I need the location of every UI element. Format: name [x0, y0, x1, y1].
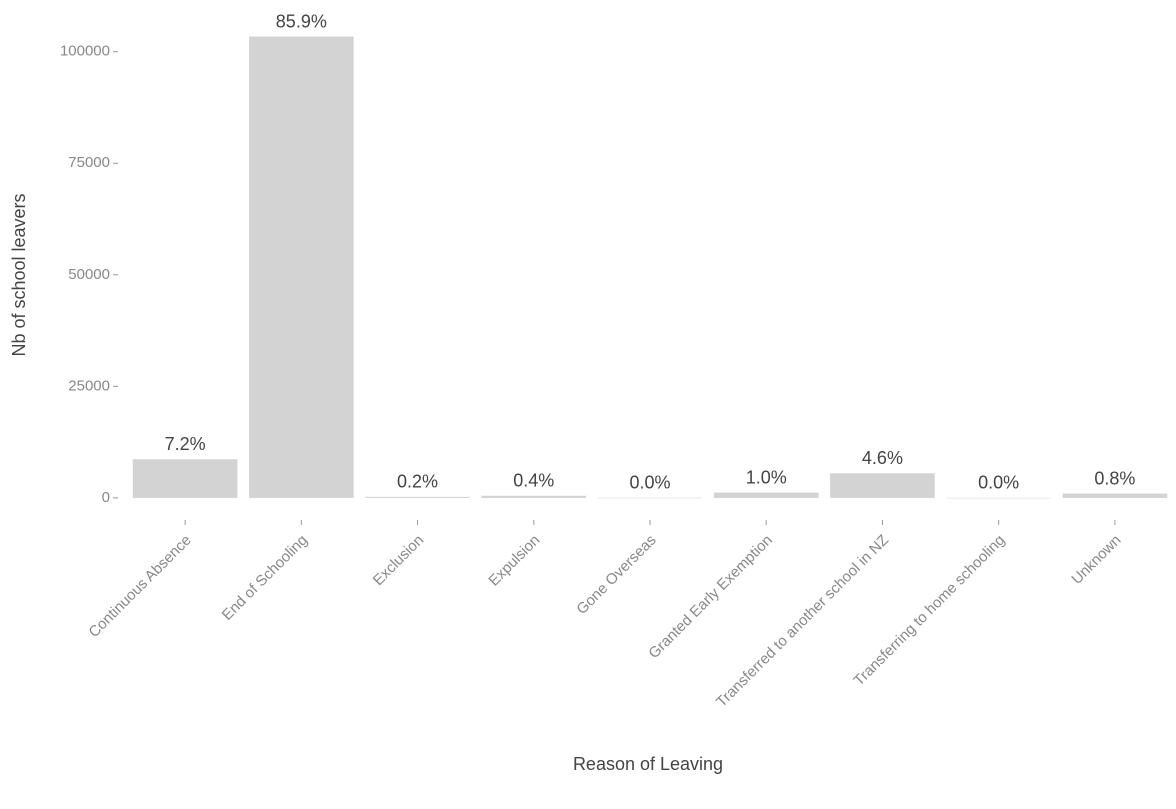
- x-tick-label: Continuous Absence: [85, 532, 194, 641]
- y-tick-label: 0: [102, 489, 110, 506]
- value-label: 0.8%: [1094, 468, 1135, 488]
- value-label: 0.4%: [513, 471, 554, 491]
- x-tick-label: Expulsion: [485, 532, 543, 590]
- y-tick-label: 25000: [68, 377, 110, 394]
- bar: [1062, 493, 1168, 498]
- x-tick-label: Exclusion: [370, 532, 427, 589]
- bar: [830, 473, 935, 498]
- y-tick-label: 100000: [60, 43, 110, 60]
- bar: [597, 497, 703, 499]
- bar: [481, 495, 587, 498]
- x-tick-label: Unknown: [1068, 532, 1124, 588]
- bar: [365, 496, 470, 498]
- bar: [713, 492, 819, 498]
- y-tick-label: 75000: [68, 154, 110, 171]
- y-tick-label: 50000: [68, 266, 110, 283]
- value-label: 7.2%: [165, 434, 206, 454]
- value-label: 1.0%: [746, 467, 787, 487]
- value-label: 0.2%: [397, 472, 438, 492]
- y-axis-title: Nb of school leavers: [9, 193, 29, 356]
- bar: [132, 459, 238, 498]
- value-label: 4.6%: [862, 448, 903, 468]
- bar: [946, 497, 1051, 499]
- x-tick-label: Granted Early Exemption: [645, 532, 776, 663]
- bar: [249, 36, 354, 498]
- value-label: 0.0%: [978, 473, 1019, 493]
- x-axis-title: Reason of Leaving: [573, 754, 723, 774]
- value-label: 0.0%: [629, 473, 670, 493]
- x-tick-label: End of Schooling: [219, 532, 311, 624]
- x-tick-label: Gone Overseas: [573, 532, 659, 618]
- value-label: 85.9%: [276, 11, 327, 31]
